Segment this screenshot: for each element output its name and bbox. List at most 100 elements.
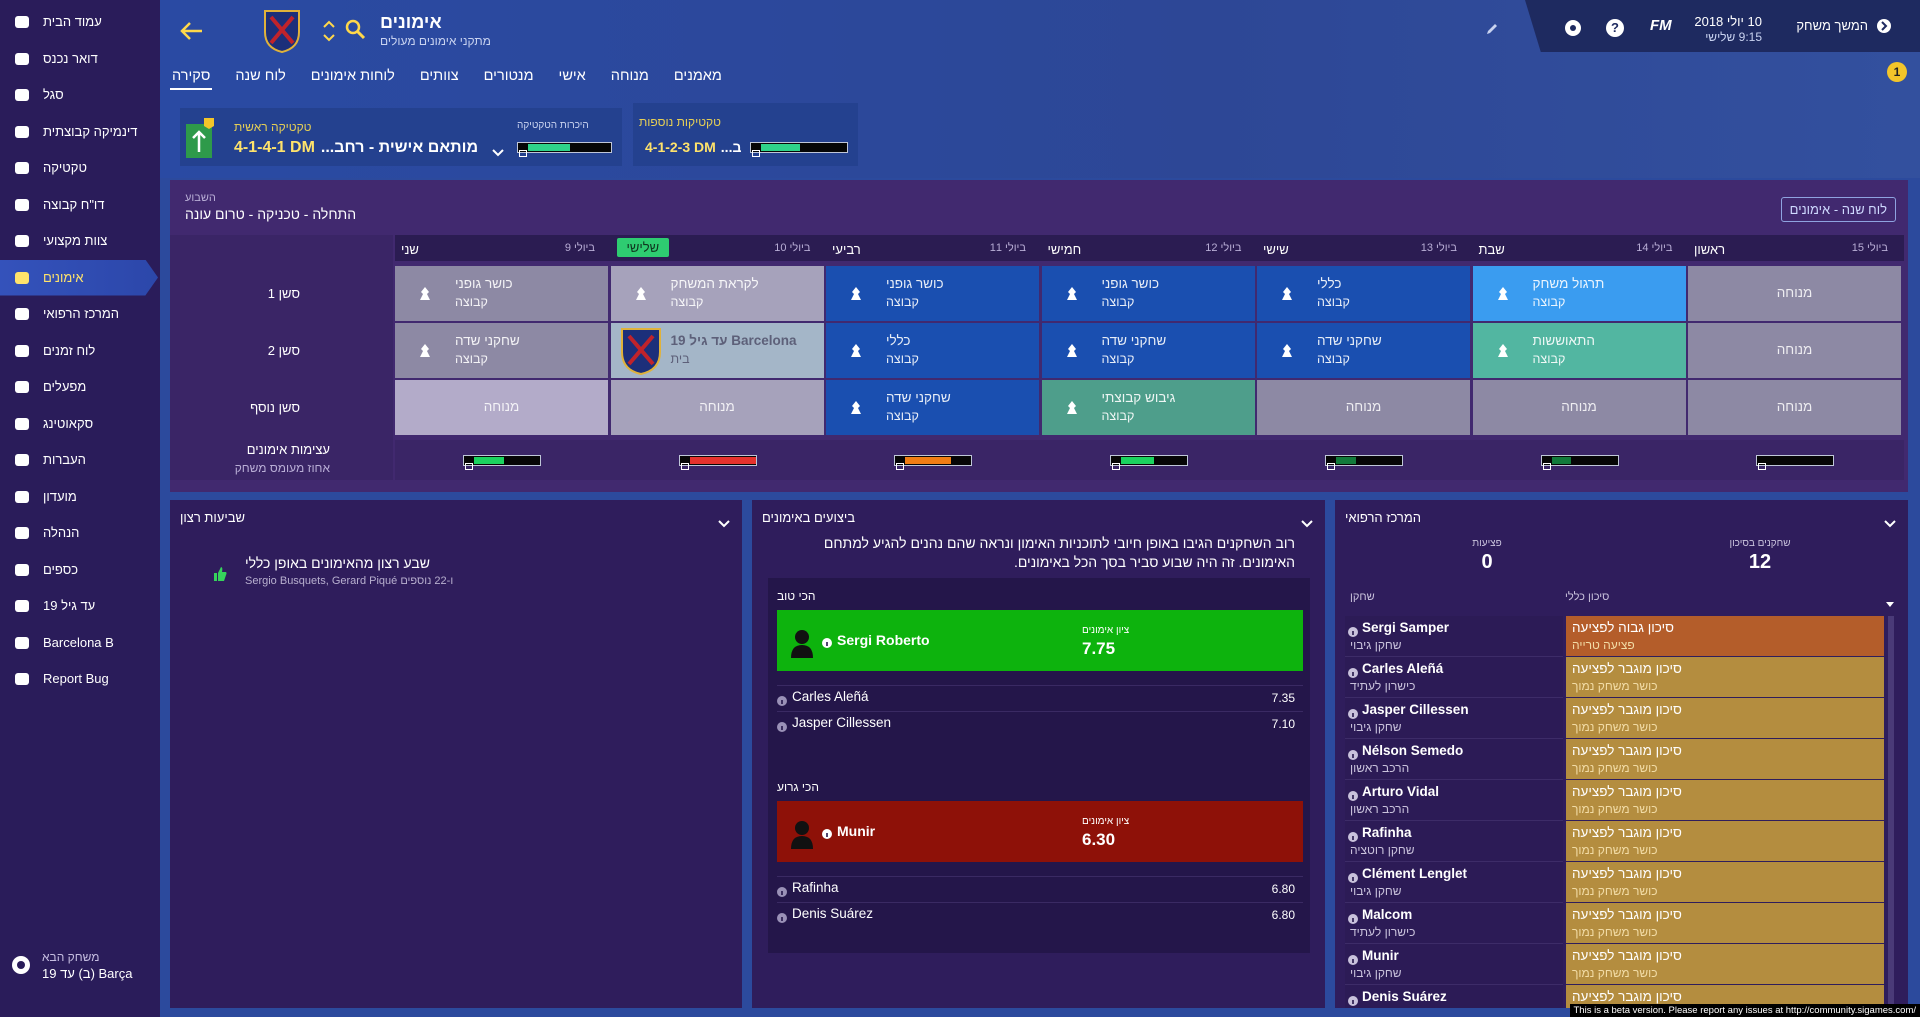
player-silhouette-shape — [795, 630, 809, 644]
session-cell[interactable]: כללי קבוצה — [1257, 266, 1470, 321]
nav-label: לוח זמנים — [43, 342, 96, 358]
tab[interactable]: צוותים — [419, 68, 459, 84]
session-cell[interactable]: מנוחה — [1688, 380, 1901, 435]
nav-label: כספים — [43, 561, 79, 577]
session-cell[interactable]: מנוחה — [1688, 266, 1901, 321]
player-cell[interactable]: Munir שחקן גיבוי — [1345, 944, 1563, 985]
player-cell[interactable]: Nélson Semedo הרכב ראשון — [1345, 739, 1563, 780]
session-cell[interactable]: מנוחה — [395, 380, 608, 435]
sort-caret-shape — [1886, 602, 1894, 607]
session-cell[interactable]: תרגול משחק קבוצה — [1472, 266, 1686, 321]
panel-title[interactable]: המרכז הרפואי — [1345, 510, 1422, 525]
nav-item[interactable]: הנהלה — [0, 515, 158, 551]
column-header[interactable]: שחקן — [1350, 591, 1375, 603]
info-icon-shape — [1348, 955, 1358, 965]
session-title: כושר גופני — [886, 276, 944, 291]
notification-badge[interactable]: 1 — [1887, 62, 1907, 82]
next-match-icon — [10, 954, 32, 976]
fm-button[interactable]: FM — [1650, 17, 1672, 34]
player-cell[interactable]: Clément Lenglet שחקן גיבוי — [1345, 862, 1563, 903]
nav-item[interactable]: לוח זמנים — [0, 333, 158, 369]
session-cell[interactable]: התאוששות קבוצה — [1472, 323, 1686, 378]
session-cell[interactable]: מנוחה — [1472, 380, 1686, 435]
tab[interactable]: מנוחה — [610, 68, 649, 84]
nav-item[interactable]: צוות מקצועי — [0, 223, 158, 259]
main-tactic-name[interactable]: 4-1-4-1 DM מותאם אישית - רחב... — [234, 139, 478, 157]
session-cell[interactable]: כושר גופני קבוצה — [826, 266, 1039, 321]
group-label: הכי טוב — [777, 589, 816, 603]
session-cell[interactable]: מנוחה — [1257, 380, 1470, 435]
session-cell[interactable]: Barcelona עד גיל 19 בית — [610, 323, 824, 378]
panel-title[interactable]: ביצועים באימונים — [762, 510, 856, 525]
session-icon-shape — [1497, 344, 1508, 357]
session-title: מנוחה — [483, 399, 520, 414]
nav-item[interactable]: מפעלים — [0, 369, 158, 405]
session-cell[interactable]: מנוחה — [610, 380, 824, 435]
continue-button[interactable]: המשך משחק — [1796, 18, 1868, 33]
tactic-style: ב... — [720, 139, 742, 155]
day-name: ראשון — [1694, 242, 1726, 257]
stat-label: פציעות — [1472, 538, 1502, 549]
session-subtitle: קבוצה — [455, 295, 488, 309]
nav-label: הנהלה — [43, 525, 80, 540]
session-cell[interactable]: שחקני שדה קבוצה — [1257, 323, 1470, 378]
nav-item[interactable]: המרכז הרפואי — [0, 296, 158, 332]
nav-item[interactable]: סגל — [0, 77, 158, 113]
session-cell[interactable]: שחקני שדה קבוצה — [826, 380, 1039, 435]
player-cell[interactable]: Denis Suárez — [1345, 985, 1563, 1008]
tab[interactable]: לוחות אימונים — [310, 68, 395, 84]
session-cell[interactable]: שחקני שדה קבוצה — [395, 323, 608, 378]
player-score: 6.80 — [1271, 908, 1295, 922]
info-icon-shape — [781, 726, 783, 730]
tab[interactable]: מנטורים — [483, 68, 534, 84]
beta-notice: This is a beta version. Please report an… — [1569, 1004, 1920, 1017]
player-cell[interactable]: Jasper Cillessen שחקן גיבוי — [1345, 698, 1563, 739]
nav-item[interactable]: דינמיקה קבוצתית — [0, 114, 158, 150]
info-icon-shape — [777, 887, 787, 897]
session-cell[interactable]: כושר גופני קבוצה — [1041, 266, 1255, 321]
session-subtitle: קבוצה — [1101, 409, 1135, 423]
session-cell[interactable]: כושר גופני קבוצה — [395, 266, 608, 321]
help-button[interactable]: ? — [1606, 19, 1624, 37]
top-right-bar: המשך משחק 10 יולי 2018 9:15 שלישי FM? — [1525, 0, 1920, 52]
nav-item[interactable]: אימונים — [0, 259, 158, 296]
nav-item[interactable]: Report Bug — [0, 661, 158, 697]
tab[interactable]: לוח שנה — [235, 68, 286, 84]
nav-item[interactable]: טקטיקה — [0, 150, 158, 186]
session-cell[interactable]: מנוחה — [1688, 323, 1901, 378]
tab[interactable]: מאמנים — [673, 68, 722, 84]
nav-item[interactable]: דו"ח קבוצה — [0, 187, 158, 223]
player-cell[interactable]: Arturo Vidal הרכב ראשון — [1345, 780, 1563, 821]
info-icon-shape — [777, 722, 787, 732]
player-cell[interactable]: Sergi Samper שחקן גיבוי — [1345, 616, 1563, 657]
bar-icon-shape — [680, 463, 689, 470]
player-cell[interactable]: Rafinha שחקן רוטציה — [1345, 821, 1563, 862]
nav-item[interactable]: דואר נכנס — [0, 41, 158, 77]
session-cell[interactable]: גיבוש קבוצתי קבוצה — [1041, 380, 1255, 435]
session-cell[interactable]: לקראת המשחק קבוצה — [610, 266, 824, 321]
tab[interactable]: סקירה — [170, 66, 213, 90]
nav-item[interactable]: עמוד הבית — [0, 4, 158, 40]
other-tactic-label[interactable]: טקטיקות נוספות — [639, 115, 721, 129]
session-title: Barcelona עד גיל 19 — [670, 333, 797, 348]
player-cell[interactable]: Malcom כישרון לעתיד — [1345, 903, 1563, 944]
nav-item[interactable]: Barcelona B — [0, 625, 158, 661]
top-player-card[interactable]: Sergi Roberto ציון אימונים 7.75 — [777, 610, 1303, 671]
panel-title[interactable]: שביעות רצון — [180, 510, 245, 525]
player-cell[interactable]: Carles Aleñá כישרון לעתיד — [1345, 657, 1563, 698]
nav-item[interactable]: מועדון — [0, 479, 158, 515]
calendar-button[interactable]: לוח שנה - אימונים — [1780, 197, 1896, 222]
ball-icon-shape — [1565, 20, 1581, 36]
back-button[interactable] — [178, 20, 204, 42]
column-header[interactable]: סיכון כללי — [1565, 591, 1610, 603]
nav-item[interactable]: העברות — [0, 442, 158, 478]
info-icon-shape — [1348, 627, 1358, 637]
nav-item[interactable]: עד גיל 19 — [0, 588, 158, 624]
session-cell[interactable]: כללי קבוצה — [826, 323, 1039, 378]
main-tactic-label[interactable]: טקטיקה ראשית — [234, 120, 312, 134]
tab[interactable]: אישי — [558, 68, 586, 84]
nav-item[interactable]: סקאוטינג — [0, 406, 158, 442]
nav-item[interactable]: כספים — [0, 552, 158, 588]
top-player-card[interactable]: Munir ציון אימונים 6.30 — [777, 801, 1303, 862]
session-cell[interactable]: שחקני שדה קבוצה — [1041, 323, 1255, 378]
